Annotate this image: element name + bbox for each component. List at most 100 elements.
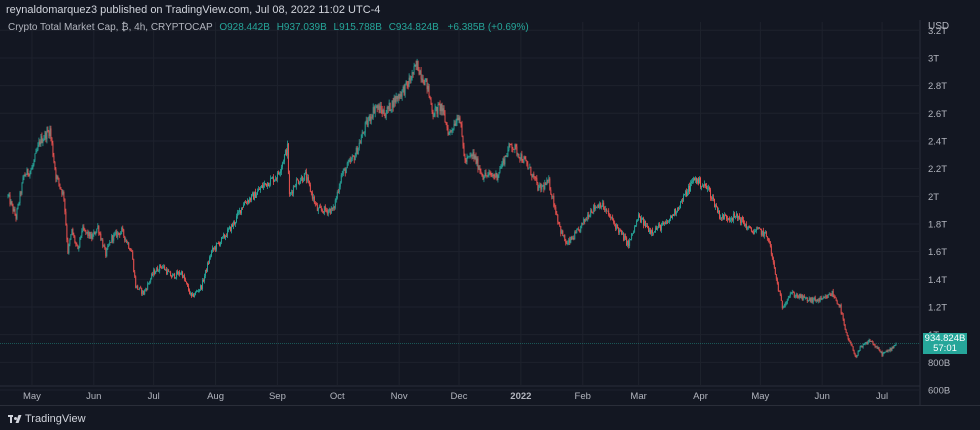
candle-body <box>680 201 681 209</box>
candle-body <box>322 211 324 214</box>
candle-body <box>706 185 707 189</box>
tradingview-logo[interactable]: TradingView <box>8 413 86 425</box>
candle-body <box>552 195 554 197</box>
candle-body <box>688 185 689 193</box>
candle-body <box>513 149 515 150</box>
symbol-title[interactable]: Crypto Total Market Cap, ₿, 4h, CRYPTOCA… <box>8 22 213 33</box>
last-price-badge: 934.824B 57:01 <box>923 333 967 354</box>
candle-body <box>310 191 312 193</box>
candle-body <box>146 289 148 290</box>
candle-body <box>625 236 627 238</box>
candle-body <box>551 194 553 197</box>
candle-body <box>887 350 889 352</box>
candle-body <box>879 350 881 353</box>
candle-body <box>895 343 897 346</box>
candle-body <box>750 227 752 231</box>
candle-body <box>137 285 139 290</box>
high-value: H937.039B <box>276 22 327 33</box>
candle-body <box>849 341 851 343</box>
candle-body <box>573 237 575 240</box>
candle-body <box>604 209 606 211</box>
candle-body <box>740 217 742 223</box>
candle-body <box>815 299 817 302</box>
candle-body <box>840 304 842 314</box>
candle-body <box>72 228 74 235</box>
candle-body <box>608 210 610 215</box>
candle-body <box>846 332 848 336</box>
candle-body <box>178 271 180 275</box>
candle-body <box>354 155 356 161</box>
x-tick-label: May <box>751 391 769 402</box>
candle-body <box>261 185 263 188</box>
candle-body <box>436 107 438 114</box>
candle-body <box>221 237 222 243</box>
candle-body <box>644 221 646 226</box>
candle-body <box>259 187 261 190</box>
candle-body <box>387 107 389 109</box>
candle-body <box>654 231 656 233</box>
candle-body <box>629 240 631 246</box>
tradingview-logo-icon <box>8 415 22 423</box>
candle-body <box>51 137 53 144</box>
candle-body <box>231 224 232 232</box>
candle-body <box>399 94 401 99</box>
candle-body <box>775 274 777 279</box>
candle-body <box>28 174 30 176</box>
candle-body <box>794 296 796 298</box>
candle-body <box>372 107 374 118</box>
candle-body <box>395 96 397 103</box>
candle-body <box>827 294 829 298</box>
candle-body <box>343 168 345 171</box>
candle-body <box>648 226 650 232</box>
candle-body <box>35 150 37 154</box>
candle-body <box>454 123 456 126</box>
candle-body <box>485 172 487 176</box>
candle-body <box>366 120 368 126</box>
candle-body <box>806 297 808 302</box>
candle-body <box>161 267 163 268</box>
candle-body <box>451 130 453 132</box>
candle-body <box>345 168 347 174</box>
candle-body <box>752 232 754 235</box>
candle-body <box>48 131 50 137</box>
candle-body <box>708 187 709 189</box>
candle-body <box>816 299 818 302</box>
candle-body <box>68 244 70 254</box>
x-tick-label: Sep <box>269 391 286 402</box>
candle-body <box>86 231 88 233</box>
candle-body <box>634 226 636 232</box>
candle-body <box>170 271 172 277</box>
candle-body <box>444 114 446 123</box>
candle-body <box>563 235 565 236</box>
candle-body <box>555 207 557 214</box>
candle-body <box>875 346 877 348</box>
candle-body <box>866 342 868 345</box>
candle-body <box>432 111 434 117</box>
candle-body <box>842 314 844 320</box>
candle-body <box>216 243 217 250</box>
currency-label[interactable]: USD <box>928 21 950 32</box>
candle-body <box>410 79 412 81</box>
candle-body <box>585 218 587 222</box>
candle-body <box>713 198 715 207</box>
candle-body <box>415 65 417 67</box>
candle-body <box>140 287 142 289</box>
candle-body <box>703 185 704 187</box>
candle-body <box>838 304 840 307</box>
candle-body <box>450 130 452 132</box>
candle-body <box>9 194 11 205</box>
candle-body <box>610 216 612 218</box>
candle-body <box>128 242 130 249</box>
candle-body <box>219 243 220 246</box>
candle-body <box>268 184 270 187</box>
time-axis[interactable]: May Jun Jul Aug Sep Oct Nov Dec 2022 Feb Mar Apr May… <box>23 391 888 402</box>
candle-body <box>377 105 379 108</box>
candle-body <box>43 138 45 141</box>
candle-body <box>213 247 214 250</box>
candle-body <box>298 183 300 184</box>
candle-body <box>854 353 856 356</box>
candle-body <box>40 136 42 145</box>
candle-body <box>814 297 816 302</box>
candle-body <box>247 200 248 204</box>
